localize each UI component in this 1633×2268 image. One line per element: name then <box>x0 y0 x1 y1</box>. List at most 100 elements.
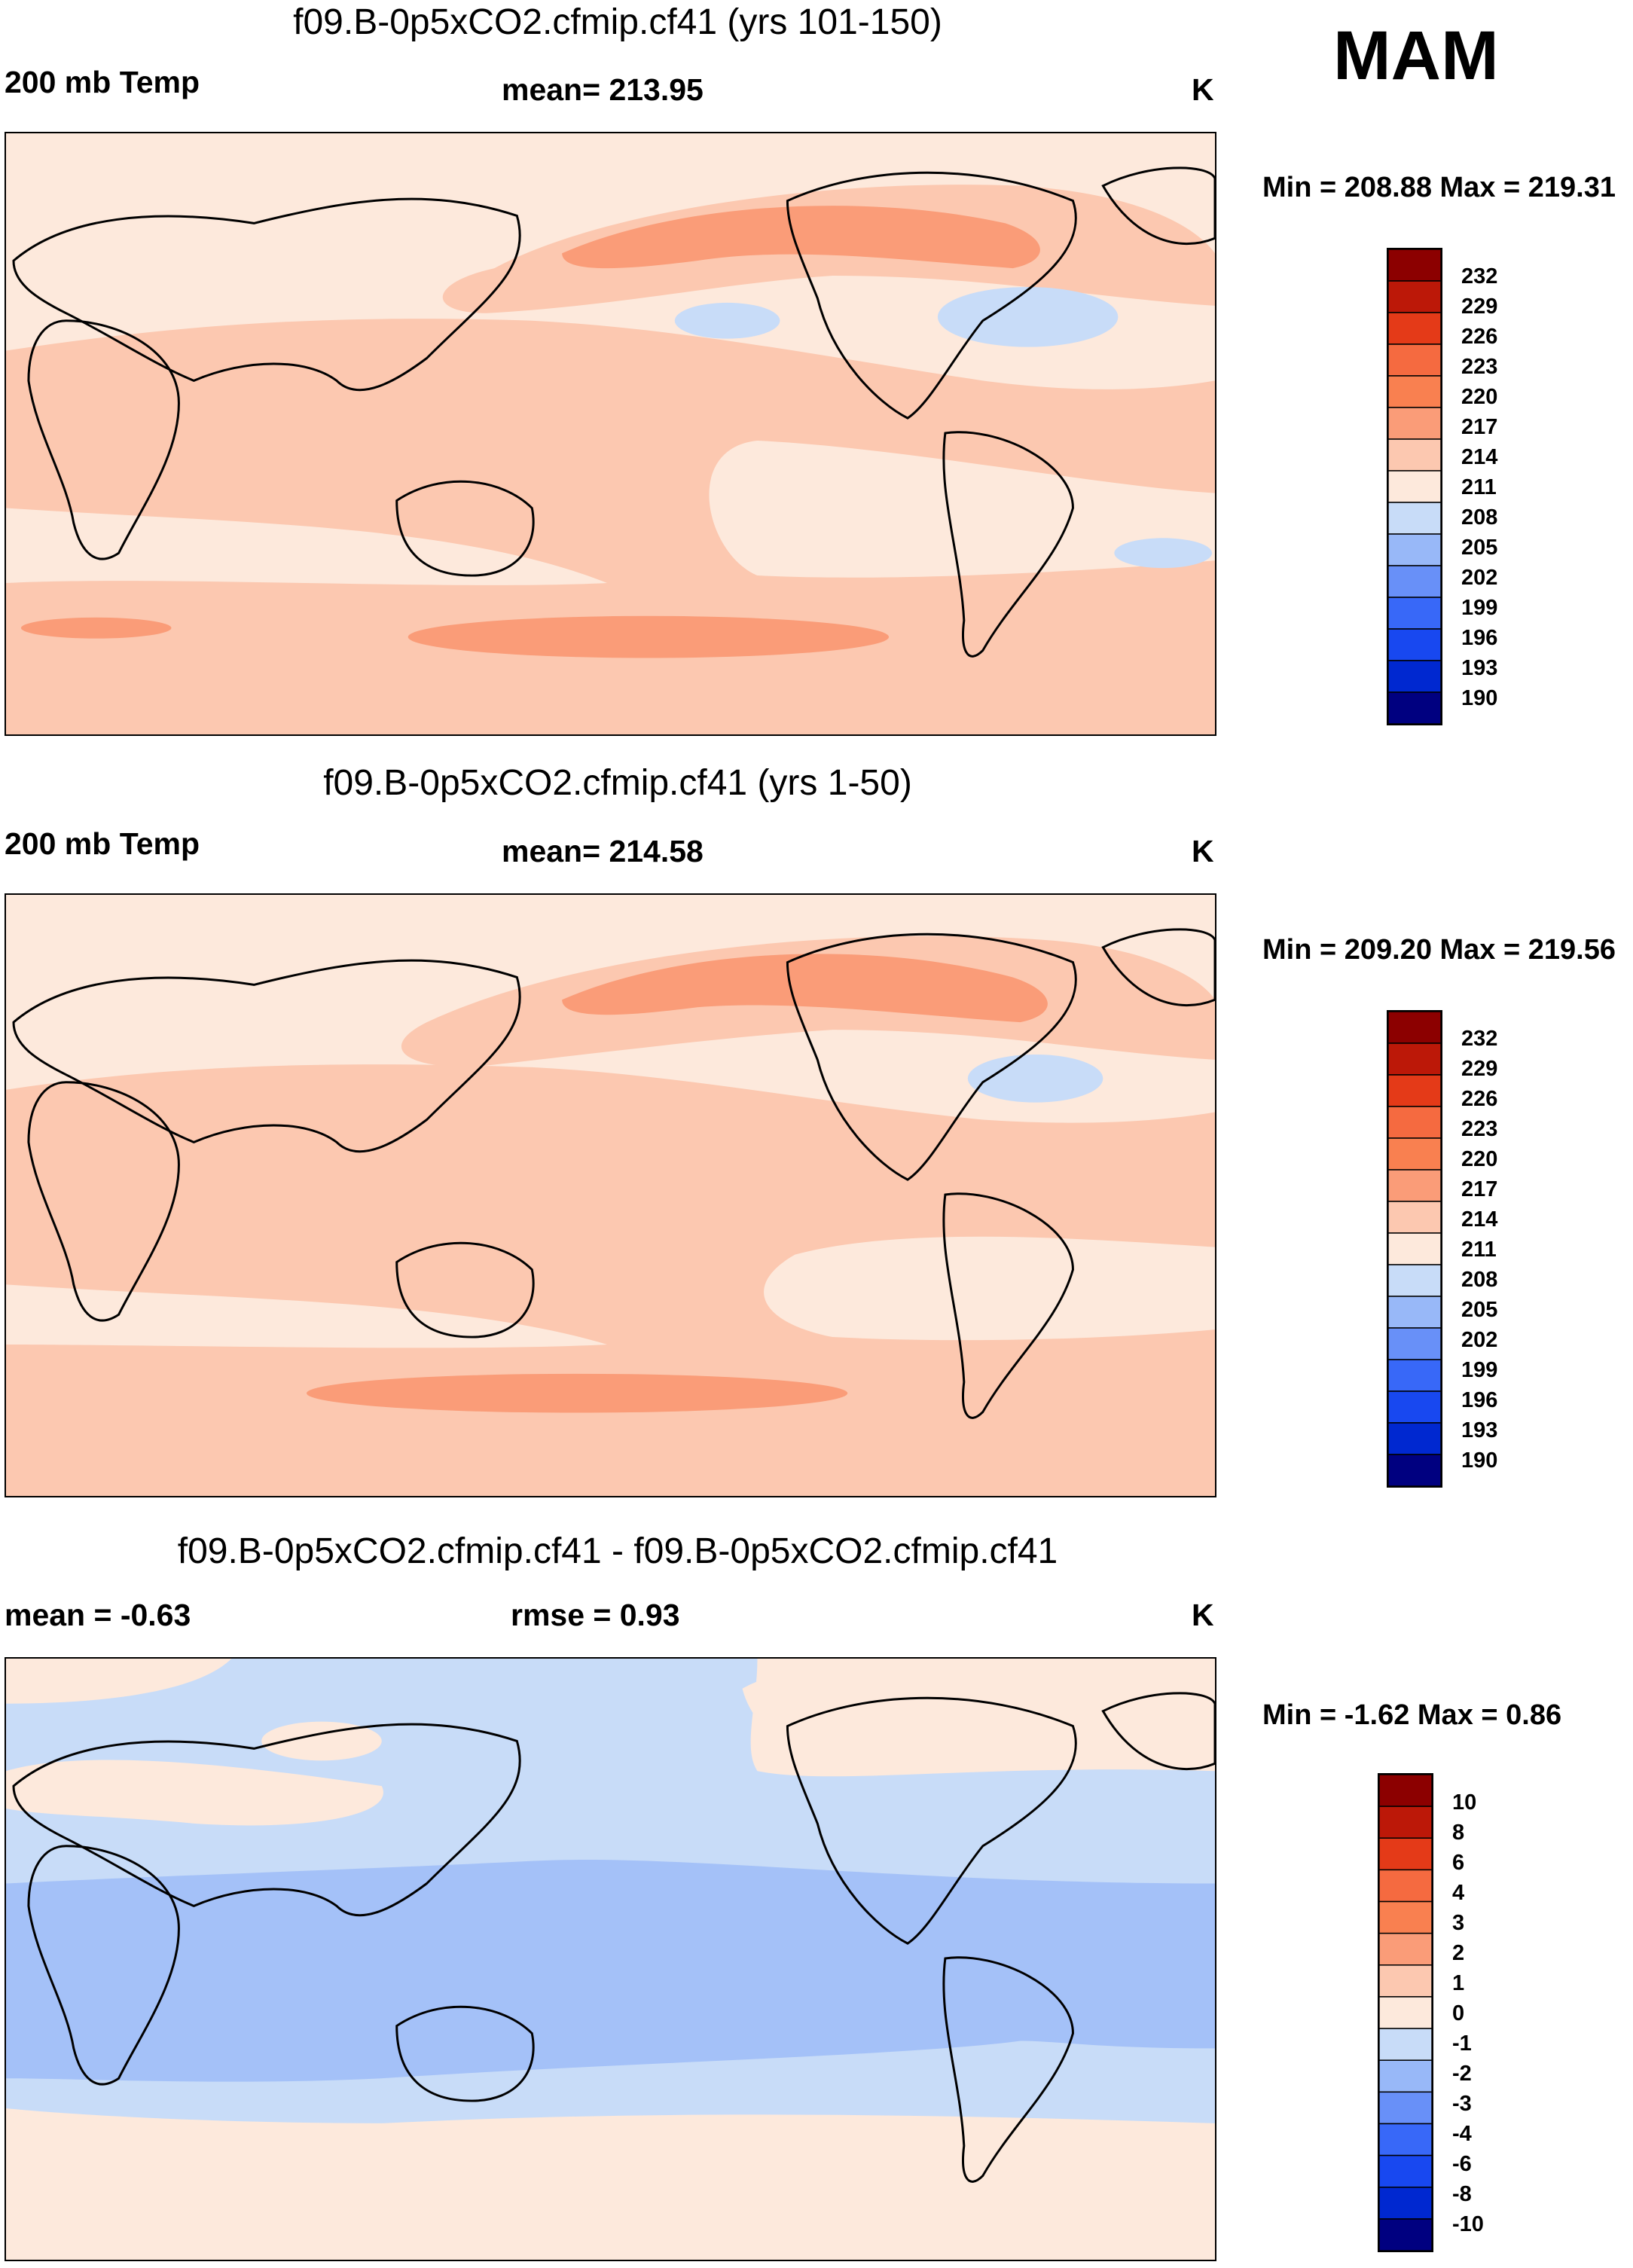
colorbar-tick-label: 232 <box>1461 1027 1498 1051</box>
coastline <box>12 959 521 1153</box>
colorbar-swatch <box>1388 1201 1441 1234</box>
panel-2-units-label: K <box>1192 834 1214 868</box>
panel-2-map <box>5 893 1216 1497</box>
colorbar-swatch <box>1388 470 1441 503</box>
colorbar-tick-label: 217 <box>1461 415 1498 439</box>
coastline <box>942 1192 1074 1419</box>
panel-3-map <box>5 1657 1216 2261</box>
panel-3-colorbar <box>1378 1773 1433 2252</box>
colorbar-swatch <box>1379 1837 1432 1871</box>
colorbar-tick-label: 208 <box>1461 1268 1498 1292</box>
colorbar-swatch <box>1379 1806 1432 1839</box>
colorbar-swatch <box>1388 1232 1441 1265</box>
temp-region <box>742 1665 1024 1772</box>
coastline <box>1101 1692 1215 1771</box>
colorbar-tick-label: 220 <box>1461 1147 1498 1171</box>
colorbar-swatches <box>1388 1012 1441 1486</box>
colorbar-tick-label: 211 <box>1461 475 1497 499</box>
colorbar-swatch <box>1379 1964 1432 1998</box>
colorbar-swatch <box>1388 1137 1441 1171</box>
colorbar-tick-label: -10 <box>1452 2212 1484 2236</box>
colorbar-swatch <box>1388 533 1441 566</box>
colorbar-swatch <box>1388 1422 1441 1455</box>
colorbar-tick-label: 6 <box>1452 1851 1465 1875</box>
coastline <box>395 480 535 577</box>
coastline <box>786 171 1077 420</box>
panel-3-mean-label: mean = -0.63 <box>5 1598 191 1632</box>
coastline <box>27 1081 180 1322</box>
colorbar-tick-label: 229 <box>1461 295 1498 319</box>
panel-3-title: f09.B-0p5xCO2.cfmip.cf41 - f09.B-0p5xCO2… <box>177 1531 1058 1571</box>
colorbar-tick-label: 208 <box>1461 505 1498 530</box>
colorbar-tick-label: 214 <box>1461 1207 1498 1232</box>
temp-region <box>967 1054 1103 1103</box>
colorbar-swatch <box>1388 660 1441 693</box>
colorbar-swatches <box>1379 1775 1432 2251</box>
panel-3-units-label: K <box>1192 1598 1214 1632</box>
coastline <box>1101 166 1215 246</box>
colorbar-tick-label: 202 <box>1461 566 1498 590</box>
coastline <box>27 1845 180 2086</box>
colorbar-tick-label: 193 <box>1461 1418 1498 1442</box>
colorbar-tick-label: 202 <box>1461 1328 1498 1352</box>
panel-1-title: f09.B-0p5xCO2.cfmip.cf41 (yrs 101-150) <box>293 2 942 42</box>
temp-region <box>937 286 1119 347</box>
coastline <box>12 197 521 392</box>
colorbar-tick-label: 205 <box>1461 536 1498 560</box>
panel-2-variable-label: 200 mb Temp <box>5 826 200 861</box>
colorbar-swatch <box>1388 438 1441 472</box>
colorbar-tick-label: 226 <box>1461 1087 1498 1111</box>
colorbar-swatch <box>1388 1012 1441 1044</box>
coastline <box>395 2005 535 2102</box>
season-label: MAM <box>1333 17 1499 94</box>
temp-region <box>6 1760 383 1826</box>
colorbar-tick-label: 223 <box>1461 355 1498 379</box>
panel-1-mean-label: mean= 213.95 <box>502 72 704 107</box>
colorbar-tick-label: 229 <box>1461 1057 1498 1081</box>
panel-1-units-label: K <box>1192 72 1214 107</box>
colorbar-swatch <box>1388 691 1441 724</box>
colorbar-tick-label: 232 <box>1461 264 1498 288</box>
colorbar-tick-label: -3 <box>1452 2092 1472 2116</box>
colorbar-tick-label: 199 <box>1461 596 1498 620</box>
colorbar-swatch <box>1388 628 1441 661</box>
colorbar-tick-label: 193 <box>1461 656 1498 680</box>
colorbar-swatch <box>1388 375 1441 408</box>
colorbar-tick-label: 214 <box>1461 445 1498 469</box>
colorbar-tick-label: 211 <box>1461 1238 1497 1262</box>
colorbar-swatch <box>1388 1390 1441 1424</box>
colorbar-tick-label: -8 <box>1452 2182 1472 2206</box>
panel-1-variable-label: 200 mb Temp <box>5 65 200 99</box>
panel-2-minmax: Min = 209.20 Max = 219.56 <box>1262 934 1616 966</box>
colorbar-tick-label: 4 <box>1452 1881 1465 1905</box>
colorbar-tick-label: 0 <box>1452 2001 1465 2025</box>
colorbar-swatch <box>1379 2218 1432 2251</box>
colorbar-swatch <box>1388 1264 1441 1297</box>
colorbar-tick-label: 196 <box>1461 626 1498 650</box>
colorbar-tick-label: 8 <box>1452 1821 1465 1845</box>
colorbar-swatch <box>1379 2186 1432 2220</box>
colorbar-tick-label: 196 <box>1461 1388 1498 1412</box>
coastline <box>942 1956 1074 2183</box>
temp-region <box>307 1373 848 1413</box>
colorbar-tick-label: 2 <box>1452 1941 1465 1965</box>
colorbar-swatch <box>1379 1775 1432 1807</box>
panel-2-title: f09.B-0p5xCO2.cfmip.cf41 (yrs 1-50) <box>323 763 912 803</box>
colorbar-swatch <box>1388 1106 1441 1139</box>
panel-3-minmax: Min = -1.62 Max = 0.86 <box>1262 1699 1562 1731</box>
colorbar-tick-label: 10 <box>1452 1790 1477 1815</box>
coastline <box>786 933 1077 1181</box>
colorbar-swatch <box>1388 249 1441 282</box>
coastline <box>1101 928 1215 1007</box>
temp-region <box>6 319 1215 734</box>
panel-1-minmax: Min = 208.88 Max = 219.31 <box>1262 172 1616 203</box>
colorbar-swatch <box>1388 565 1441 598</box>
colorbar-swatch <box>1388 597 1441 630</box>
colorbar-swatch <box>1379 1932 1432 1966</box>
colorbar-tick-label: 220 <box>1461 385 1498 409</box>
colorbar-swatch <box>1388 1042 1441 1076</box>
temp-region <box>261 1721 382 1761</box>
temp-region <box>562 206 1040 269</box>
colorbar-swatch <box>1379 1869 1432 1903</box>
colorbar-swatch <box>1379 1900 1432 1934</box>
